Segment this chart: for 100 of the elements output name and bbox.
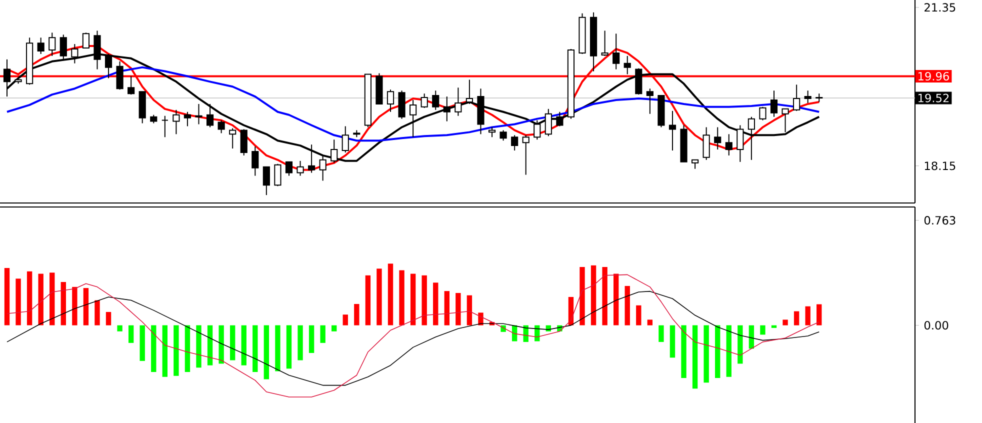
candlestick [466, 79, 474, 104]
bar [50, 272, 55, 326]
bar [196, 325, 202, 368]
bar [241, 325, 246, 366]
candlestick [522, 134, 530, 176]
candlestick [443, 96, 450, 122]
candlestick [386, 89, 394, 112]
line-series [6, 274, 820, 398]
bar [184, 325, 190, 372]
candlestick [601, 30, 608, 56]
candlestick [128, 76, 135, 96]
candlestick [432, 90, 440, 110]
bar [342, 314, 348, 326]
bar [602, 266, 608, 326]
bar [286, 325, 292, 369]
candlestick [274, 163, 282, 187]
bar [38, 274, 44, 326]
bar [26, 271, 32, 326]
bar [140, 325, 145, 361]
candlestick [714, 126, 722, 150]
candlestick [342, 126, 349, 153]
bar [805, 306, 810, 326]
bar [466, 295, 472, 326]
bar [207, 325, 213, 366]
bar [320, 325, 326, 343]
candlestick [218, 120, 225, 134]
candlestick [770, 90, 778, 118]
bar [782, 320, 788, 326]
candlestick [500, 130, 507, 142]
bar [354, 304, 360, 326]
candlestick [534, 120, 541, 140]
bar [580, 266, 585, 326]
bar [128, 325, 134, 343]
bar [264, 325, 270, 380]
candlestick [262, 166, 270, 196]
y-tick-label: 0.763 [924, 216, 956, 225]
ref-line-label: 19.52 [918, 94, 949, 102]
candlestick [725, 134, 732, 156]
bar [230, 325, 236, 360]
bar [670, 325, 676, 358]
bar [444, 291, 450, 326]
bar [760, 325, 766, 335]
y-tick-label: 21.35 [924, 3, 956, 12]
bar [298, 325, 303, 360]
y-tick-label: 18.15 [924, 162, 956, 170]
candlestick [454, 87, 462, 116]
bar [794, 311, 800, 326]
candlestick [804, 90, 812, 104]
candlestick [240, 128, 248, 156]
bar [106, 312, 112, 326]
candlestick [229, 128, 236, 150]
bar [692, 325, 698, 389]
bar [60, 282, 66, 326]
candlestick [612, 33, 620, 70]
bar [275, 325, 280, 372]
candlestick [285, 161, 293, 176]
bar [332, 325, 337, 332]
bar [388, 264, 394, 326]
candlestick [252, 146, 259, 176]
candlestick [206, 103, 214, 128]
bar [365, 275, 371, 326]
bar [83, 288, 89, 326]
bar [433, 282, 438, 326]
candlestick [296, 160, 304, 176]
bar [399, 270, 404, 326]
bar [590, 265, 596, 326]
bar [681, 325, 686, 378]
bar [456, 292, 461, 326]
bar [748, 325, 754, 349]
bar [704, 325, 709, 383]
bar [117, 325, 122, 332]
bar [308, 325, 314, 353]
candlestick [116, 60, 124, 90]
bar [636, 305, 642, 326]
bar [252, 325, 258, 372]
bar [738, 325, 743, 364]
candlestick [793, 84, 800, 112]
candlestick [410, 100, 417, 138]
candlestick [161, 115, 168, 138]
bar [715, 325, 720, 378]
bar [162, 325, 168, 377]
bar [422, 275, 427, 326]
y-tick-label: 0.00 [924, 321, 948, 330]
candlestick [184, 111, 192, 127]
candlestick [668, 110, 676, 151]
candlestick [420, 93, 428, 108]
candlestick [646, 88, 654, 114]
bar [658, 325, 664, 342]
bar [647, 320, 653, 326]
candlestick [172, 109, 180, 135]
bar [151, 325, 156, 372]
candlestick [624, 55, 631, 75]
candlestick [759, 106, 766, 121]
bar [16, 278, 21, 326]
bar [94, 300, 100, 326]
candlestick [195, 103, 202, 125]
bar [816, 304, 822, 326]
bar [218, 325, 224, 364]
ref-line-label: 19.96 [918, 72, 949, 81]
bar [726, 325, 732, 377]
